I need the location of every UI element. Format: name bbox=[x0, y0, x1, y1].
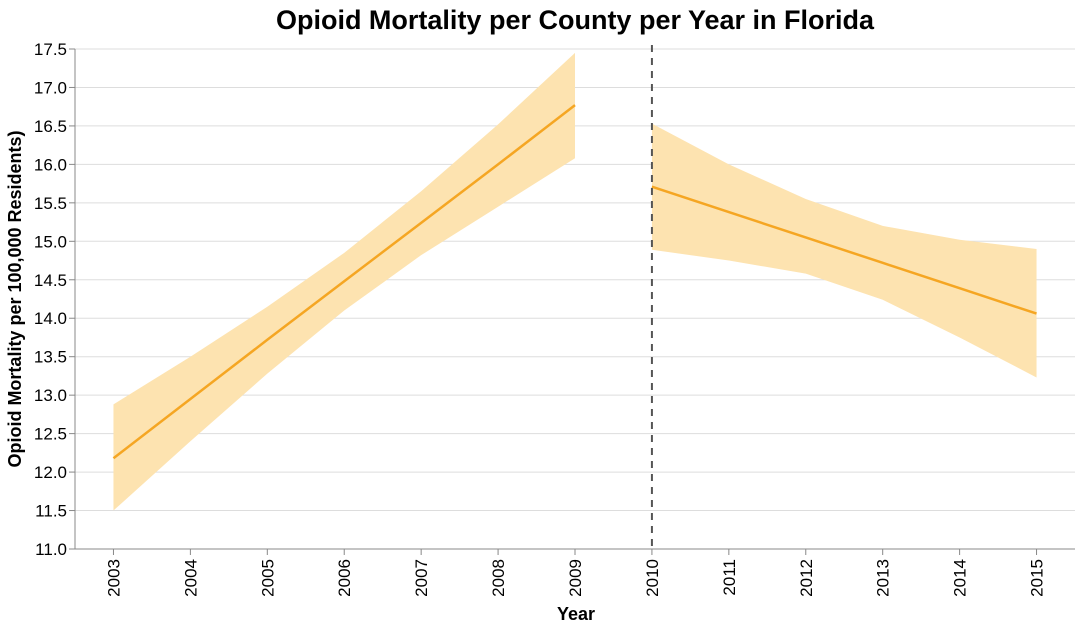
x-tick-label: 2008 bbox=[489, 559, 508, 597]
x-tick-label: 2003 bbox=[104, 559, 123, 597]
x-axis-title: Year bbox=[557, 604, 595, 624]
x-tick-label: 2005 bbox=[258, 559, 277, 597]
axes: 11.0 11.5 12.0 12.5 13.0 13.5 14.0 14.5 15.0 15.5… bbox=[34, 40, 1075, 597]
y-tick-label: 13.0 bbox=[34, 386, 67, 405]
trend-line bbox=[651, 185, 1037, 315]
y-tick-label: 11.0 bbox=[35, 540, 67, 559]
y-tick-label: 12.0 bbox=[34, 463, 67, 482]
confidence-bands bbox=[113, 52, 1037, 511]
y-tick-label: 14.5 bbox=[34, 271, 67, 290]
y-tick-label: 13.5 bbox=[34, 348, 67, 367]
x-tick-label: 2009 bbox=[566, 559, 585, 597]
x-tick-label: 2015 bbox=[1028, 559, 1047, 597]
y-axis-title: Opioid Mortality per 100,000 Residents) bbox=[5, 130, 25, 467]
x-tick-label: 2013 bbox=[874, 559, 893, 597]
x-tick-label: 2011 bbox=[720, 559, 739, 596]
x-tick-label: 2006 bbox=[335, 559, 354, 597]
y-tick-label: 15.0 bbox=[34, 232, 67, 251]
y-tick-label: 17.5 bbox=[34, 40, 67, 59]
y-tick-label: 15.5 bbox=[34, 194, 67, 213]
y-tick-label: 14.0 bbox=[34, 309, 67, 328]
y-tick-label: 11.5 bbox=[35, 502, 67, 521]
x-tick-label: 2004 bbox=[181, 559, 200, 597]
x-tick-label: 2010 bbox=[643, 559, 662, 597]
trend-line bbox=[112, 104, 576, 460]
trend-lines bbox=[112, 104, 1037, 460]
x-tick-label: 2007 bbox=[412, 559, 431, 597]
grid-lines bbox=[75, 48, 1075, 512]
y-tick-label: 17.0 bbox=[34, 78, 67, 97]
y-tick-label: 16.5 bbox=[34, 117, 67, 136]
x-tick-label: 2012 bbox=[797, 559, 816, 597]
chart-title: Opioid Mortality per County per Year in … bbox=[276, 5, 875, 35]
y-tick-label: 12.5 bbox=[34, 425, 67, 444]
x-tick-label: 2014 bbox=[951, 559, 970, 597]
y-tick-label: 16.0 bbox=[34, 155, 67, 174]
